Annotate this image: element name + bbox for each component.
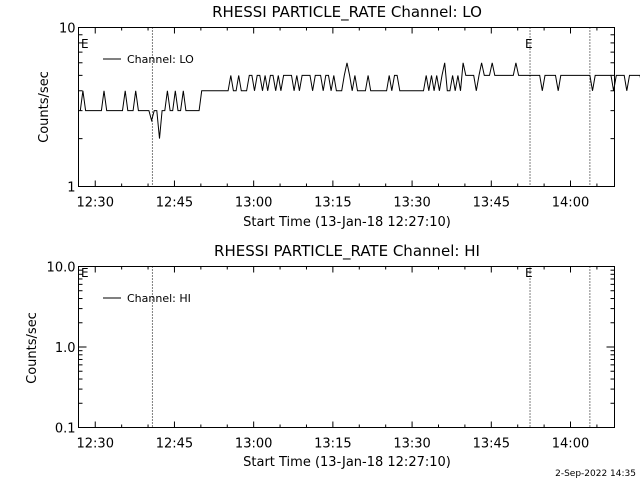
lo-x-tick-label: 13:00: [235, 196, 272, 211]
lo-y-tick-label: 1: [67, 181, 75, 196]
hi-x-axis-label: Start Time (13-Jan-18 12:27:10): [243, 455, 451, 470]
hi-chart-title: RHESSI PARTICLE_RATE Channel: HI: [214, 242, 480, 261]
hi-y-tick-label: 0.1: [55, 422, 76, 437]
hi-x-tick-label: 13:45: [473, 437, 510, 452]
lo-x-tick-label: 13:15: [314, 196, 351, 211]
lo-plot-frame: [78, 27, 615, 187]
footer-timestamp: 2-Sep-2022 14:35: [555, 469, 636, 479]
hi-y-tick-label: 1.0: [55, 341, 76, 356]
hi-event-marker-1: E: [81, 266, 89, 280]
hi-x-tick-label: 13:30: [393, 437, 430, 452]
hi-x-tick-label: 12:45: [156, 437, 193, 452]
lo-x-tick-label: 13:45: [473, 196, 510, 211]
hi-legend: Channel: HI: [103, 292, 191, 305]
lo-event-marker-2: E: [525, 37, 533, 51]
lo-x-tick-label: 14:00: [552, 196, 589, 211]
lo-x-tick-label: 13:30: [393, 196, 430, 211]
lo-series-line: [79, 62, 640, 139]
hi-rate-chart: RHESSI PARTICLE_RATE Channel: HI 12:30 12…: [25, 242, 615, 470]
hi-x-tick-label: 13:00: [235, 437, 272, 452]
lo-x-tick-label: 12:45: [156, 196, 193, 211]
lo-legend-label: Channel: LO: [127, 53, 194, 66]
lo-event-marker-1: E: [81, 37, 89, 51]
lo-chart-title: RHESSI PARTICLE_RATE Channel: LO: [212, 3, 482, 22]
hi-event-marker-2: E: [525, 266, 533, 280]
hi-y-tick-label: 10.0: [47, 261, 76, 276]
lo-y-tick-label: 10: [59, 22, 76, 37]
lo-x-axis-label: Start Time (13-Jan-18 12:27:10): [243, 215, 451, 230]
lo-x-tick-label: 12:30: [77, 196, 114, 211]
hi-plot-frame: [78, 266, 615, 428]
hi-x-tick-label: 12:30: [77, 437, 114, 452]
lo-legend: Channel: LO: [103, 53, 194, 66]
hi-x-tick-label: 14:00: [552, 437, 589, 452]
hi-x-tick-label: 13:15: [314, 437, 351, 452]
lo-y-axis-label: Counts/sec: [37, 71, 52, 143]
lo-rate-chart: RHESSI PARTICLE_RATE Channel: LO 12:30 12…: [37, 3, 640, 230]
hi-y-axis-label: Counts/sec: [25, 312, 40, 384]
hi-legend-label: Channel: HI: [127, 292, 191, 305]
